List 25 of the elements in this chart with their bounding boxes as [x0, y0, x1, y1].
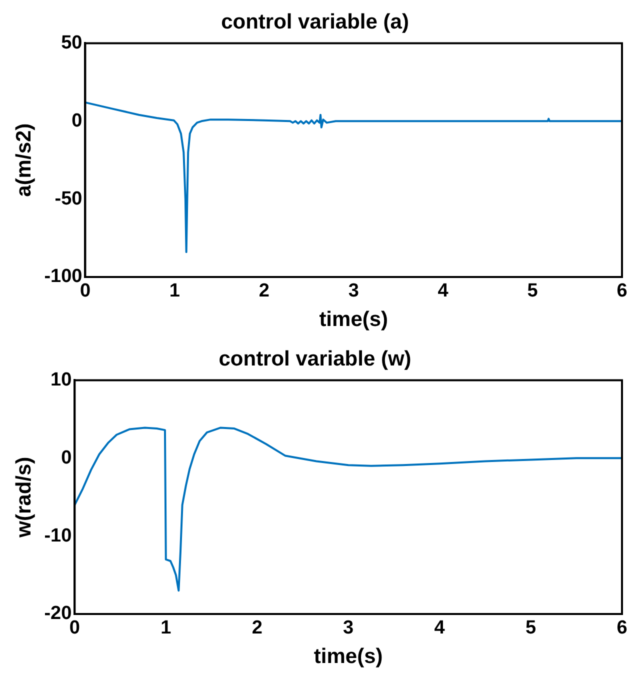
x-tick-label: 2: [258, 280, 270, 302]
x-tick-label: 4: [434, 618, 446, 639]
x-tick-label: 5: [527, 280, 538, 302]
y-tick-label: 0: [61, 447, 72, 468]
y-axis-title: w(rad/s): [12, 456, 36, 538]
chart-title: control variable (w): [218, 347, 412, 370]
y-tick-label: -100: [44, 266, 82, 288]
x-tick-label: 3: [343, 618, 354, 639]
x-tick-label: 1: [160, 618, 172, 639]
x-tick-label: 3: [348, 280, 359, 302]
y-tick-label: -10: [44, 525, 72, 546]
x-tick-label: 1: [169, 280, 180, 302]
y-tick-label: 0: [72, 110, 82, 132]
y-tick-label: -50: [54, 188, 82, 210]
x-tick-label: 6: [616, 618, 628, 639]
x-axis-title: time(s): [314, 645, 383, 668]
x-tick-label: 5: [525, 618, 536, 639]
x-tick-label: 2: [252, 618, 262, 639]
x-tick-label: 6: [616, 280, 628, 302]
chart-title: control variable (a): [221, 10, 409, 34]
y-tick-label: 10: [50, 369, 72, 390]
x-axis-title: time(s): [319, 308, 388, 332]
y-axis-title: a(m/s2): [12, 123, 36, 197]
x-tick-label: 4: [438, 280, 449, 302]
y-tick-label: 50: [61, 32, 82, 54]
